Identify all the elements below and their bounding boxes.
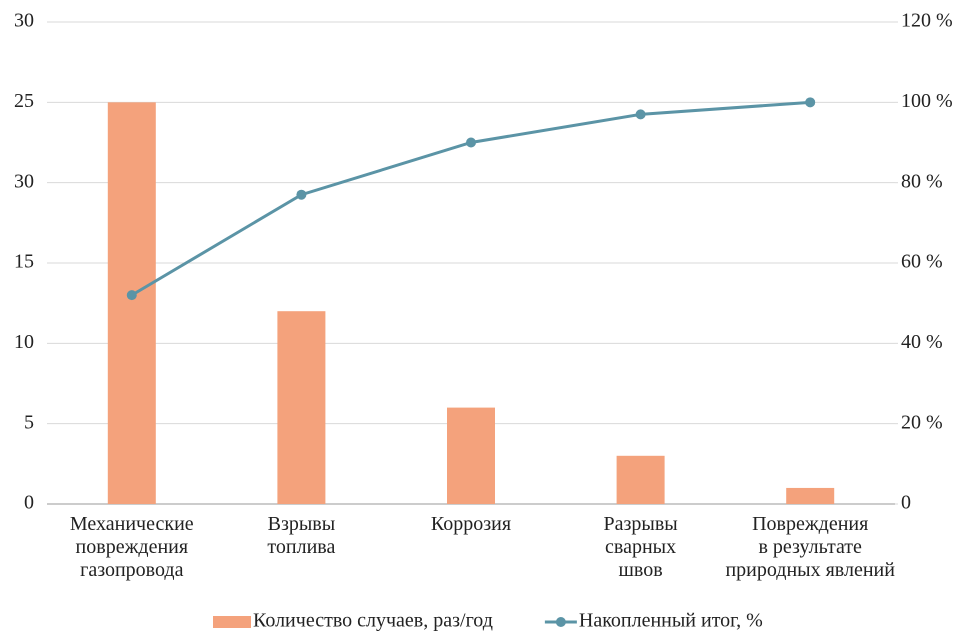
legend-label: Накопленный итог, %	[579, 610, 763, 632]
bar	[107, 102, 156, 504]
bar	[616, 455, 665, 504]
y-tick-label: 25	[14, 90, 34, 112]
x-tick-label: Взрывы топлива	[267, 513, 336, 558]
line	[131, 100, 811, 297]
line-marker	[296, 189, 307, 200]
y2-tick-label: 40 %	[901, 331, 943, 353]
line-marker	[126, 290, 137, 301]
legend-label: Количество случаев, раз/год	[253, 610, 493, 632]
y-tick-label: 5	[24, 411, 34, 433]
y2-tick-label: 80 %	[901, 170, 943, 192]
y2-tick-label: 60 %	[901, 251, 943, 273]
line-marker	[466, 137, 476, 148]
y-tick-label: 10	[14, 331, 34, 353]
bar	[447, 407, 495, 504]
x-tick-label: Разрывы сварных швов	[603, 513, 678, 581]
y2-tick-label: 0	[901, 492, 911, 514]
bar	[277, 311, 326, 504]
x-tick-label: Коррозия	[430, 513, 512, 535]
legend-swatch	[213, 616, 251, 628]
y-tick-label: 15	[14, 251, 34, 273]
line-marker	[805, 97, 816, 108]
y-tick-label: 30	[14, 10, 34, 32]
y2-tick-label: 100 %	[901, 90, 953, 112]
y-tick-label: 0	[24, 492, 34, 514]
y2-tick-label: 120 %	[901, 10, 953, 32]
y2-tick-label: 20 %	[901, 411, 943, 433]
y-tick-label: 30	[14, 170, 34, 192]
legend-swatch	[555, 617, 566, 627]
bar	[786, 487, 835, 504]
line-marker	[635, 109, 646, 120]
x-tick-label: Повреждения в результате природных явлен…	[725, 513, 895, 581]
x-tick-label: Механические повреждения газопровода	[69, 513, 194, 581]
